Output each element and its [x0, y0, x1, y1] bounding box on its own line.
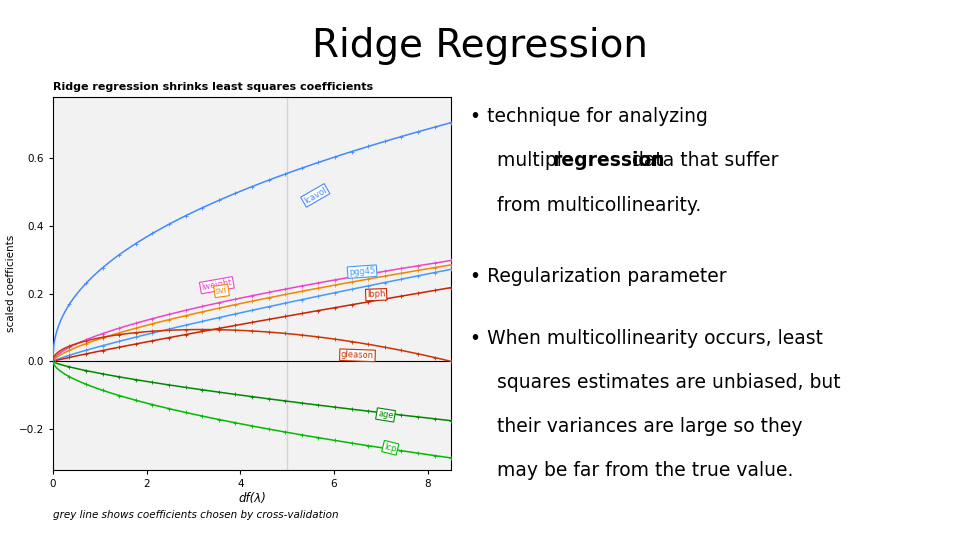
Text: Ridge regression shrinks least squares coefficients: Ridge regression shrinks least squares c… [53, 82, 372, 92]
Text: Ridge Regression: Ridge Regression [312, 27, 648, 65]
Text: lcp: lcp [383, 442, 397, 454]
Text: data that suffer: data that suffer [626, 151, 779, 171]
Text: their variances are large so they: their variances are large so they [497, 417, 803, 436]
Text: lcavol: lcavol [302, 185, 328, 206]
Text: multiple: multiple [497, 151, 579, 171]
Text: squares estimates are unbiased, but: squares estimates are unbiased, but [497, 373, 840, 392]
Text: • technique for analyzing: • technique for analyzing [470, 107, 708, 126]
Text: • Regularization parameter: • Regularization parameter [470, 267, 727, 286]
Y-axis label: scaled coefficients: scaled coefficients [6, 235, 15, 332]
Text: grey line shows coefficients chosen by cross-validation: grey line shows coefficients chosen by c… [53, 510, 339, 521]
X-axis label: df(λ): df(λ) [238, 491, 266, 504]
Text: lweight: lweight [201, 278, 233, 292]
Text: gleason: gleason [341, 350, 374, 360]
Text: svi: svi [215, 286, 228, 296]
Text: pgg45: pgg45 [348, 266, 375, 277]
Text: lbph: lbph [367, 290, 386, 300]
Text: age: age [377, 409, 394, 421]
Text: regression: regression [552, 151, 664, 171]
Text: from multicollinearity.: from multicollinearity. [497, 195, 701, 215]
Text: • When multicollinearity occurs, least: • When multicollinearity occurs, least [470, 328, 824, 348]
Text: may be far from the true value.: may be far from the true value. [497, 461, 793, 481]
